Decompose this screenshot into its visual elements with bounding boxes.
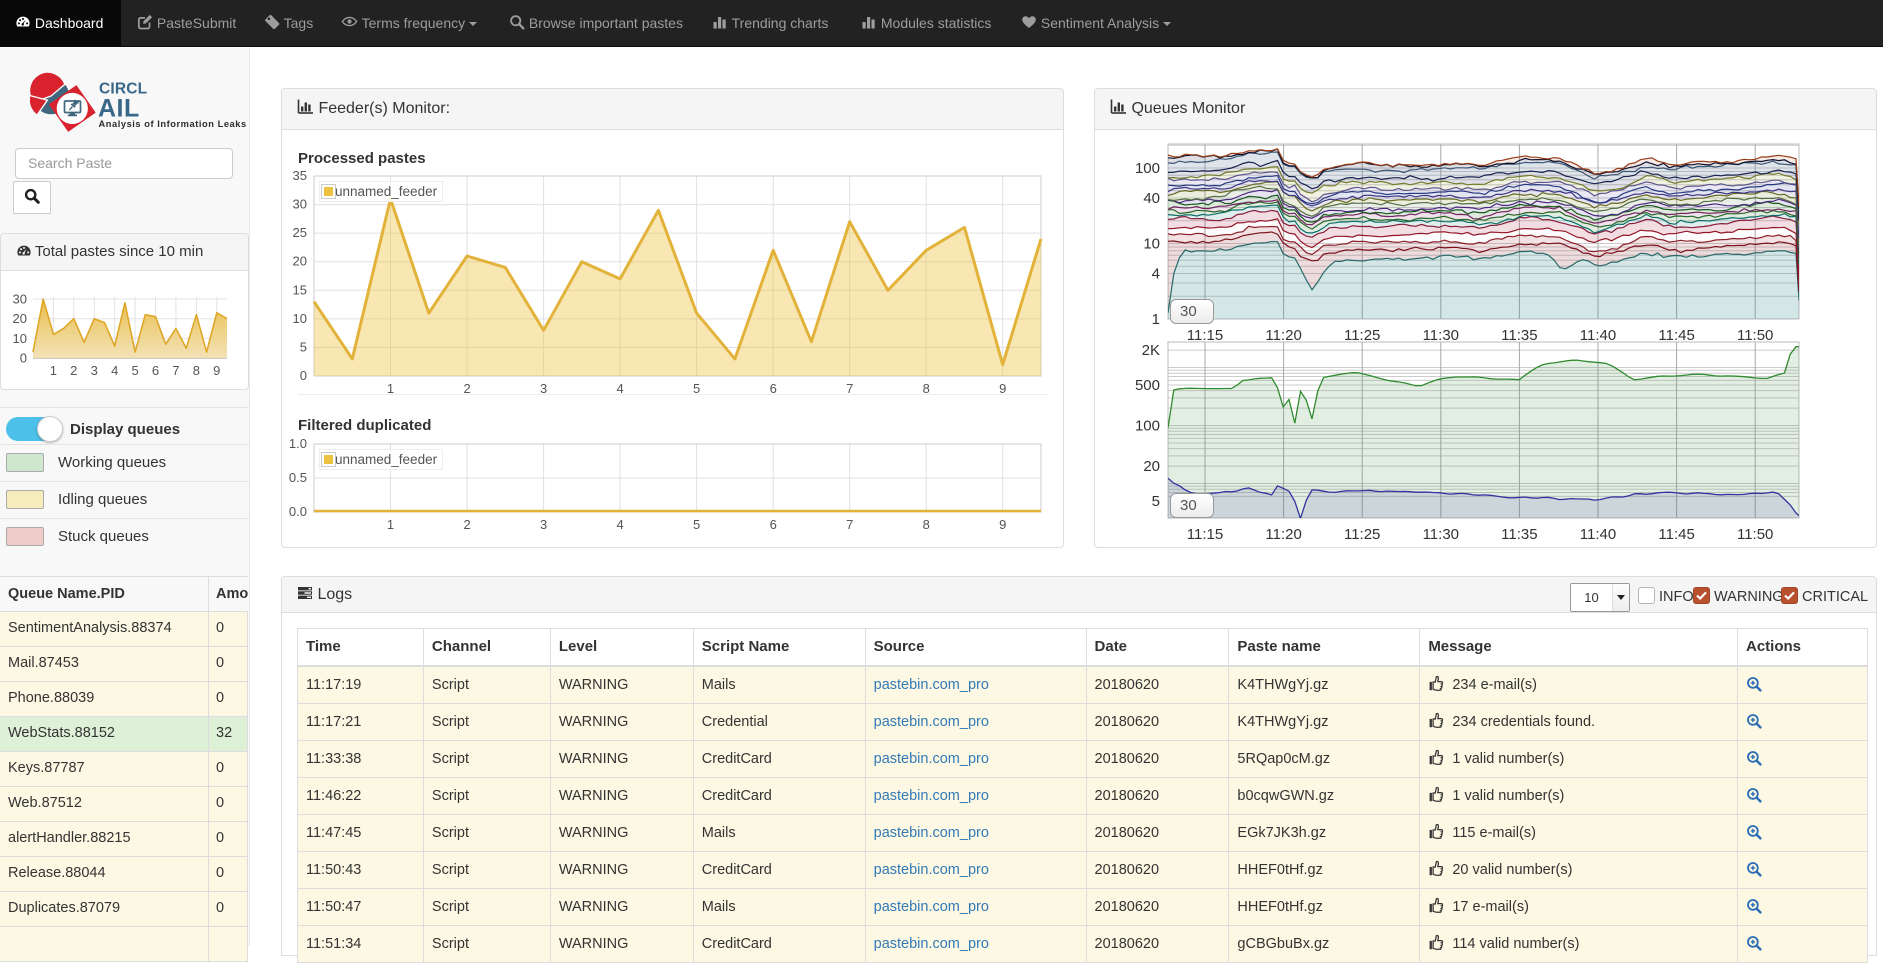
svg-text:4: 4	[111, 363, 118, 378]
svg-text:7: 7	[846, 517, 853, 532]
svg-text:4: 4	[616, 517, 623, 532]
svg-text:30: 30	[293, 197, 307, 212]
svg-text:11:35: 11:35	[1501, 526, 1537, 543]
svg-text:20: 20	[1143, 458, 1160, 475]
svg-text:5: 5	[1152, 493, 1160, 510]
svg-text:11:50: 11:50	[1737, 526, 1773, 543]
svg-text:5: 5	[693, 517, 700, 532]
svg-text:30: 30	[13, 292, 27, 307]
svg-text:9: 9	[213, 363, 220, 378]
svg-text:11:40: 11:40	[1580, 327, 1616, 344]
svg-text:11:30: 11:30	[1423, 327, 1459, 344]
svg-text:25: 25	[293, 225, 307, 240]
svg-text:15: 15	[293, 282, 307, 297]
svg-text:6: 6	[152, 363, 159, 378]
svg-text:0: 0	[20, 351, 27, 366]
svg-text:8: 8	[923, 381, 930, 396]
svg-text:11:45: 11:45	[1658, 526, 1694, 543]
svg-text:11:40: 11:40	[1580, 526, 1616, 543]
svg-text:20: 20	[13, 311, 27, 326]
svg-text:2: 2	[463, 381, 470, 396]
svg-text:9: 9	[999, 381, 1006, 396]
svg-text:11:15: 11:15	[1187, 327, 1223, 344]
svg-text:11:45: 11:45	[1658, 327, 1694, 344]
svg-text:1: 1	[50, 363, 57, 378]
svg-text:7: 7	[846, 381, 853, 396]
svg-text:2: 2	[70, 363, 77, 378]
svg-text:10: 10	[13, 331, 27, 346]
svg-text:8: 8	[923, 517, 930, 532]
svg-text:AIL: AIL	[98, 94, 140, 122]
svg-text:11:50: 11:50	[1737, 327, 1773, 344]
svg-text:4: 4	[616, 381, 623, 396]
svg-text:4: 4	[1152, 266, 1160, 283]
svg-text:CIRCL: CIRCL	[99, 80, 147, 97]
svg-text:0.0: 0.0	[289, 504, 307, 519]
svg-text:11:25: 11:25	[1344, 526, 1380, 543]
svg-text:1: 1	[387, 517, 394, 532]
svg-text:5: 5	[693, 381, 700, 396]
svg-text:11:35: 11:35	[1501, 327, 1537, 344]
svg-text:5: 5	[131, 363, 138, 378]
svg-text:7: 7	[172, 363, 179, 378]
svg-text:3: 3	[91, 363, 98, 378]
svg-text:40: 40	[1143, 190, 1160, 207]
svg-text:6: 6	[770, 381, 777, 396]
svg-text:9: 9	[999, 517, 1006, 532]
svg-text:10: 10	[1143, 236, 1160, 253]
svg-text:0: 0	[300, 368, 307, 383]
svg-text:35: 35	[293, 168, 307, 183]
svg-text:500: 500	[1135, 377, 1160, 394]
svg-text:3: 3	[540, 517, 547, 532]
svg-text:1: 1	[387, 381, 394, 396]
svg-text:1.0: 1.0	[289, 436, 307, 451]
svg-text:8: 8	[193, 363, 200, 378]
svg-text:Analysis of Information Leaks: Analysis of Information Leaks	[99, 119, 247, 129]
svg-text:0.5: 0.5	[289, 470, 307, 485]
svg-text:11:25: 11:25	[1344, 327, 1380, 344]
svg-text:11:15: 11:15	[1187, 526, 1223, 543]
svg-text:1: 1	[1152, 311, 1160, 328]
svg-text:11:30: 11:30	[1423, 526, 1459, 543]
svg-text:2K: 2K	[1142, 342, 1160, 359]
svg-text:6: 6	[770, 517, 777, 532]
svg-text:3: 3	[540, 381, 547, 396]
svg-text:100: 100	[1135, 418, 1160, 435]
svg-text:100: 100	[1135, 160, 1160, 177]
svg-text:11:20: 11:20	[1265, 526, 1301, 543]
svg-text:2: 2	[463, 517, 470, 532]
svg-text:5: 5	[300, 339, 307, 354]
svg-text:11:20: 11:20	[1265, 327, 1301, 344]
svg-text:10: 10	[293, 311, 307, 326]
svg-text:20: 20	[293, 254, 307, 269]
